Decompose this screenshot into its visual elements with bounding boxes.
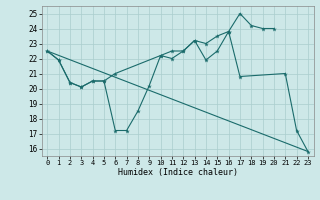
X-axis label: Humidex (Indice chaleur): Humidex (Indice chaleur) <box>118 168 237 177</box>
